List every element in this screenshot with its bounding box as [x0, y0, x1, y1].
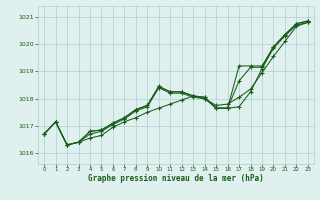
X-axis label: Graphe pression niveau de la mer (hPa): Graphe pression niveau de la mer (hPa)	[88, 174, 264, 183]
